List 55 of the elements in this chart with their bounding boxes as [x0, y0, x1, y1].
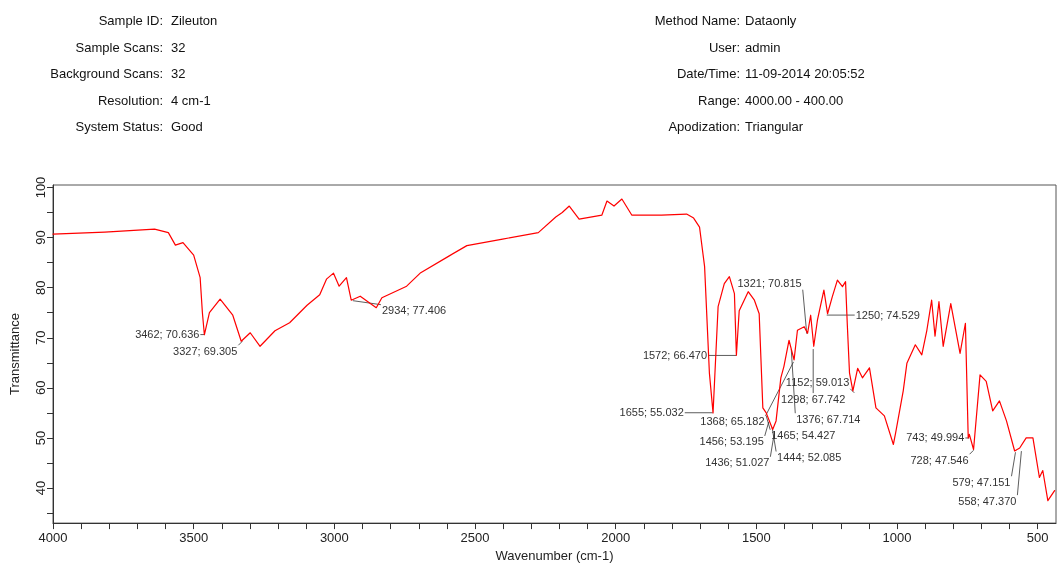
annotation: 1298; 67.742	[781, 392, 846, 405]
text: System Status:	[75, 119, 163, 134]
y-axis-title: Transmittance	[7, 313, 22, 395]
x-tick-label: 4000	[38, 530, 68, 546]
text: 11-09-2014 20:05:52	[745, 66, 865, 81]
annotation: 1456; 53.195	[699, 435, 764, 448]
text: 4 cm-1	[171, 92, 211, 108]
annotation: 1368; 65.182	[700, 415, 765, 428]
text: Background Scans:	[50, 66, 163, 81]
annotation: 1152; 59.013	[785, 376, 850, 389]
x-tick-label: 2500	[460, 530, 490, 546]
text: Range:	[698, 92, 740, 108]
x-tick-label: 2000	[601, 530, 631, 546]
annotation: 2934; 77.406	[381, 304, 447, 317]
annotation: 3462; 70.636	[135, 328, 200, 341]
text: Resolution:	[97, 92, 163, 108]
text: 4000.00 - 400.00	[745, 92, 844, 108]
text: Method Name:	[654, 13, 740, 28]
y-tick-label: 100	[33, 176, 48, 199]
x-tick-label: 1000	[882, 530, 912, 546]
annotation: 558; 47.370	[958, 494, 1017, 507]
annotation: 1436; 51.027	[705, 456, 770, 469]
text: User:	[708, 39, 740, 55]
annotation: 1376; 67.714	[796, 412, 861, 425]
annotation: 1655; 55.032	[619, 406, 684, 419]
y-tick-label: 80	[33, 280, 48, 295]
y-tick-label: 60	[33, 380, 48, 396]
annotation: 728; 47.546	[910, 453, 969, 466]
text: Good	[171, 119, 203, 134]
text: 32	[171, 66, 186, 81]
x-axis-title: Wavenumber (cm-1)	[495, 548, 614, 563]
text: Date/Time:	[676, 66, 740, 81]
text: admin	[745, 39, 781, 55]
annotation: 1572; 66.470	[642, 348, 708, 361]
x-tick-label: 1500	[741, 530, 771, 546]
text: Sample Scans:	[75, 39, 163, 55]
x-tick-label: 3000	[319, 530, 349, 546]
annotation: 3327; 69.305	[173, 344, 238, 357]
text: Zileuton	[171, 13, 218, 28]
text: 32	[171, 39, 186, 55]
annotation: 579; 47.151	[952, 475, 1011, 488]
x-tick-label: 500	[1026, 530, 1049, 546]
text: Triangular	[745, 119, 804, 134]
text: Dataonly	[745, 13, 797, 28]
y-tick-label: 90	[33, 230, 48, 245]
annotation: 743; 49.994	[906, 431, 965, 444]
y-tick-label: 50	[33, 430, 48, 446]
annotation: 1321; 70.815	[737, 277, 802, 290]
x-tick-label: 3500	[179, 530, 209, 546]
text: Sample ID:	[98, 13, 163, 28]
text: Apodization:	[668, 119, 740, 134]
annotation: 1444; 52.085	[777, 451, 842, 464]
y-tick-label: 70	[33, 330, 48, 346]
annotation: 1250; 74.529	[855, 308, 920, 321]
y-tick-label: 40	[33, 480, 48, 496]
